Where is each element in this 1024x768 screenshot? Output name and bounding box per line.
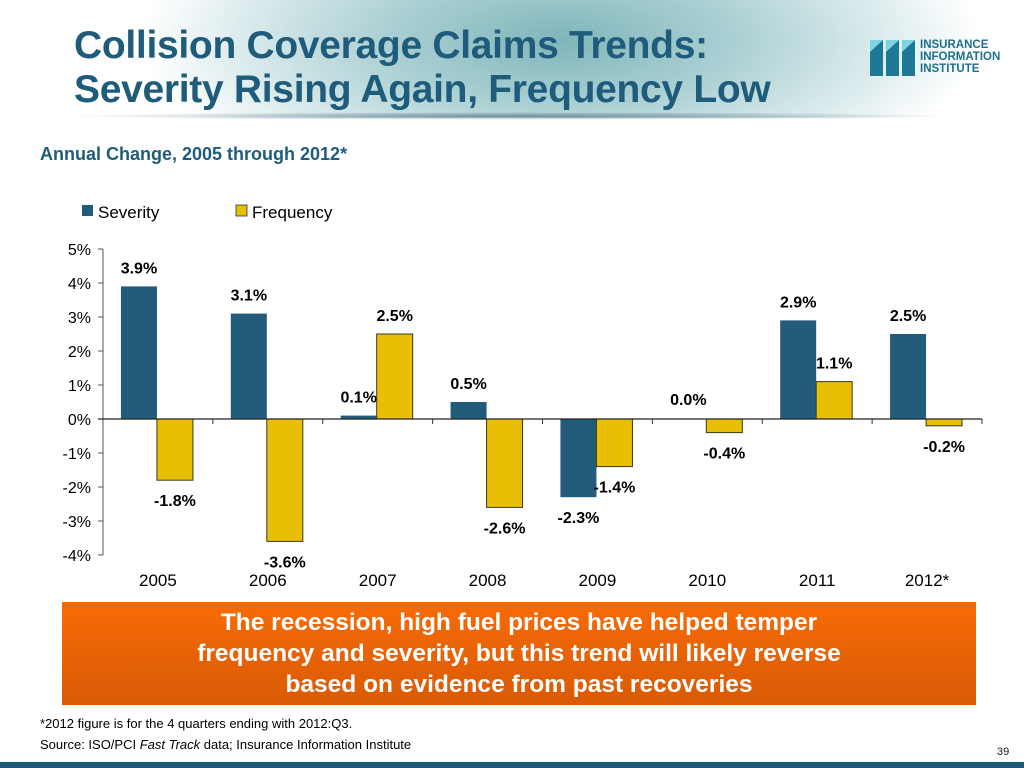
y-tick-label: 0% xyxy=(68,412,91,429)
y-tick-label: 3% xyxy=(68,310,91,327)
frequency-bar xyxy=(266,418,304,542)
logo-line-3: INSTITUTE xyxy=(920,63,980,75)
frequency-data-label: -1.8% xyxy=(154,493,196,510)
legend-swatch-severity xyxy=(82,205,93,216)
x-tick-label: 2007 xyxy=(359,571,397,590)
legend-label-severity: Severity xyxy=(98,203,160,222)
y-tick-label: -3% xyxy=(63,514,91,531)
source-note: Source: ISO/PCI Fast Track data; Insuran… xyxy=(40,737,411,752)
source-italic: Fast Track xyxy=(139,737,201,752)
y-tick-label: -4% xyxy=(63,548,91,565)
severity-bar xyxy=(340,415,377,419)
title-line-2: Severity Rising Again, Frequency Low xyxy=(74,68,771,111)
frequency-data-label: 2.5% xyxy=(376,308,412,325)
x-tick-label: 2005 xyxy=(139,571,177,590)
severity-data-label: 2.9% xyxy=(780,294,816,311)
y-tick-label: 4% xyxy=(68,276,91,293)
frequency-data-label: -3.6% xyxy=(264,554,306,571)
chart-title: Annual Change, 2005 through 2012* xyxy=(40,144,348,164)
severity-bar xyxy=(230,313,267,419)
severity-data-label: 3.1% xyxy=(231,288,267,305)
frequency-bar xyxy=(815,381,853,420)
y-tick-label: -2% xyxy=(63,480,91,497)
callout-line-1: The recession, high fuel prices have hel… xyxy=(220,609,818,636)
y-tick-label: 5% xyxy=(68,242,91,259)
frequency-data-label: -0.4% xyxy=(703,446,745,463)
frequency-bar xyxy=(925,418,963,427)
y-tick-label: -1% xyxy=(63,446,91,463)
logo-line-1: INSURANCE xyxy=(920,39,989,51)
x-tick-label: 2012* xyxy=(905,571,950,590)
severity-data-label: -2.3% xyxy=(558,510,600,527)
legend-swatch-frequency xyxy=(235,204,248,217)
frequency-bar xyxy=(156,418,194,481)
bottom-bar xyxy=(0,762,1024,768)
severity-data-label: 3.9% xyxy=(121,260,157,277)
x-tick-label: 2011 xyxy=(799,571,836,590)
severity-data-label: 2.5% xyxy=(890,308,926,325)
slide-title: Collision Coverage Claims Trends: Severi… xyxy=(74,24,771,112)
source-suffix: data; Insurance Information Institute xyxy=(200,737,412,752)
frequency-data-label: -0.2% xyxy=(923,439,965,456)
frequency-bar xyxy=(486,418,524,508)
frequency-bar xyxy=(376,333,414,420)
severity-bar xyxy=(780,320,817,419)
bar-chart: Severity Frequency -4% -3% -2% -1% 0% 1% 2% 3% 4% 5… xyxy=(63,203,983,590)
header-background xyxy=(0,0,1024,118)
severity-bar xyxy=(560,419,597,498)
callout-line-2: frequency and severity, but this trend w… xyxy=(197,640,841,667)
page-number: 39 xyxy=(997,746,1010,758)
x-tick-label: 2010 xyxy=(688,571,726,590)
header-divider xyxy=(60,112,960,120)
title-line-1: Collision Coverage Claims Trends: xyxy=(74,24,708,67)
y-tick-label: 2% xyxy=(68,344,91,361)
footnote: *2012 figure is for the 4 quarters endin… xyxy=(40,716,353,731)
frequency-data-label: 1.1% xyxy=(816,356,852,373)
callout-line-3: based on evidence from past recoveries xyxy=(285,671,753,698)
severity-bar xyxy=(890,334,927,419)
frequency-bar xyxy=(595,418,633,468)
x-tick-label: 2009 xyxy=(579,571,617,590)
iii-logo-icon xyxy=(870,40,915,76)
frequency-data-label: -1.4% xyxy=(594,480,636,497)
severity-data-label: 0.1% xyxy=(340,390,376,407)
legend-label-frequency: Frequency xyxy=(252,203,333,222)
y-tick-label: 1% xyxy=(68,378,91,395)
frequency-bar xyxy=(705,418,743,434)
frequency-data-label: -2.6% xyxy=(484,520,526,537)
logo-line-2: INFORMATION xyxy=(920,51,1001,63)
x-tick-label: 2008 xyxy=(469,571,507,590)
severity-data-label: 0.0% xyxy=(670,392,706,409)
severity-bar xyxy=(120,286,157,419)
logo-text: INSURANCE INFORMATION INSTITUTE xyxy=(920,39,1000,75)
severity-bar xyxy=(450,402,487,419)
x-tick-label: 2006 xyxy=(249,571,287,590)
source-prefix: Source: ISO/PCI xyxy=(40,737,140,752)
severity-data-label: 0.5% xyxy=(450,376,486,393)
callout-box: The recession, high fuel prices have hel… xyxy=(62,602,976,705)
